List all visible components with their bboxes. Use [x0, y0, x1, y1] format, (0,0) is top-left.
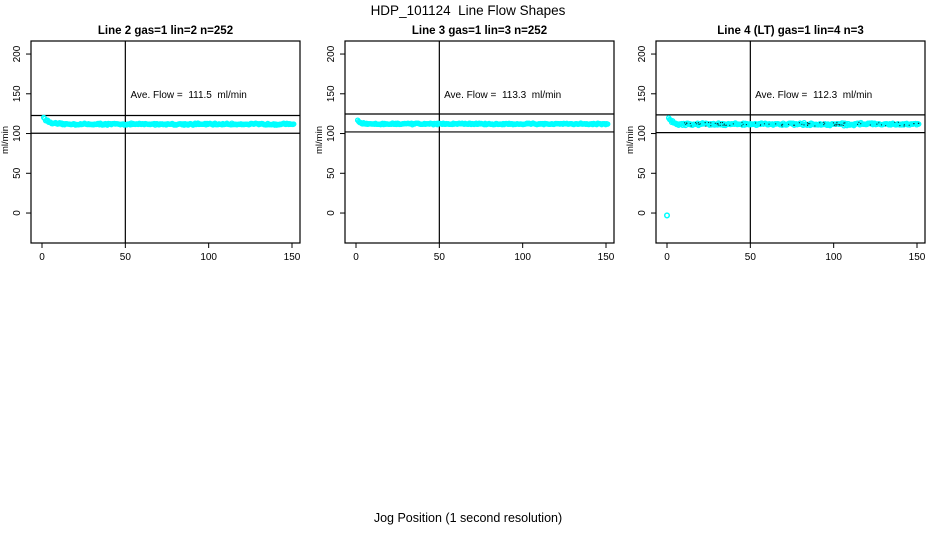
plot-box: [655, 40, 926, 244]
y-axis-tick-label: 200: [637, 45, 648, 62]
y-axis-tick-label: 150: [637, 85, 648, 102]
y-axis-tick-label: 50: [12, 167, 23, 179]
y-axis-tick-label: 150: [12, 85, 23, 102]
figure-main-title: HDP_101124 Line Flow Shapes: [370, 3, 566, 18]
annotation-ave-flow: Ave. Flow = 112.3 ml/min: [755, 90, 872, 101]
panel-line-2-plot: Line 2 gas=1 lin=2 n=252 0 50 100 150 0 50 100 1…: [0, 25, 301, 263]
data-point-band: [40, 114, 297, 128]
y-axis-tick-label: 0: [326, 210, 337, 216]
y-axis-label: ml/min: [314, 126, 325, 154]
annotation-ave-flow: Ave. Flow = 111.5 ml/min: [130, 90, 246, 101]
x-axis-tick-label: 0: [353, 252, 359, 263]
y-axis-tick-label: 100: [637, 125, 648, 142]
x-axis-tick-label: 50: [745, 252, 757, 263]
y-axis-tick-label: 100: [12, 125, 23, 142]
x-axis-tick-label: 0: [39, 252, 45, 263]
x-axis-tick-label: 50: [120, 252, 132, 263]
panel-title: Line 2 gas=1 lin=2 n=252: [98, 25, 233, 37]
x-axis-tick-label: 0: [664, 252, 670, 263]
y-axis-tick-label: 200: [326, 45, 337, 62]
y-axis-label: ml/min: [0, 126, 11, 154]
data-point-band: [665, 115, 922, 129]
y-axis-tick-label: 50: [637, 167, 648, 179]
annotation-ave-flow: Ave. Flow = 113.3 ml/min: [444, 90, 561, 101]
y-axis-label: ml/min: [625, 126, 636, 154]
y-axis-tick-label: 150: [326, 85, 337, 102]
x-axis-tick-label: 100: [825, 252, 842, 263]
y-axis-tick-label: 0: [637, 210, 648, 216]
plot-box: [344, 40, 615, 244]
y-axis-tick-label: 200: [12, 45, 23, 62]
shared-x-axis-label: Jog Position (1 second resolution): [373, 511, 563, 525]
outlier-point: [663, 212, 671, 219]
noise-specks: [684, 121, 920, 127]
panel-line-4-plot: Line 4 (LT) gas=1 lin=4 n=3 0 50 100 150 0 50 1…: [625, 25, 926, 263]
y-axis-tick-label: 0: [12, 210, 23, 216]
x-axis-tick-label: 100: [200, 252, 217, 263]
data-point-band: [354, 117, 611, 128]
y-axis-tick-label: 50: [326, 167, 337, 179]
x-axis-tick-label: 150: [909, 252, 926, 263]
panel-line-3-plot: Line 3 gas=1 lin=3 n=252 0 50 100 150 0 50 100 1…: [314, 25, 615, 263]
y-axis-tick-label: 100: [326, 125, 337, 142]
plot-box: [30, 40, 301, 244]
x-axis-tick-label: 150: [284, 252, 301, 263]
panel-title: Line 4 (LT) gas=1 lin=4 n=3: [717, 25, 863, 37]
x-axis-tick-label: 100: [514, 252, 531, 263]
x-axis-tick-label: 50: [434, 252, 446, 263]
x-axis-tick-label: 150: [598, 252, 615, 263]
panel-title: Line 3 gas=1 lin=3 n=252: [412, 25, 547, 37]
